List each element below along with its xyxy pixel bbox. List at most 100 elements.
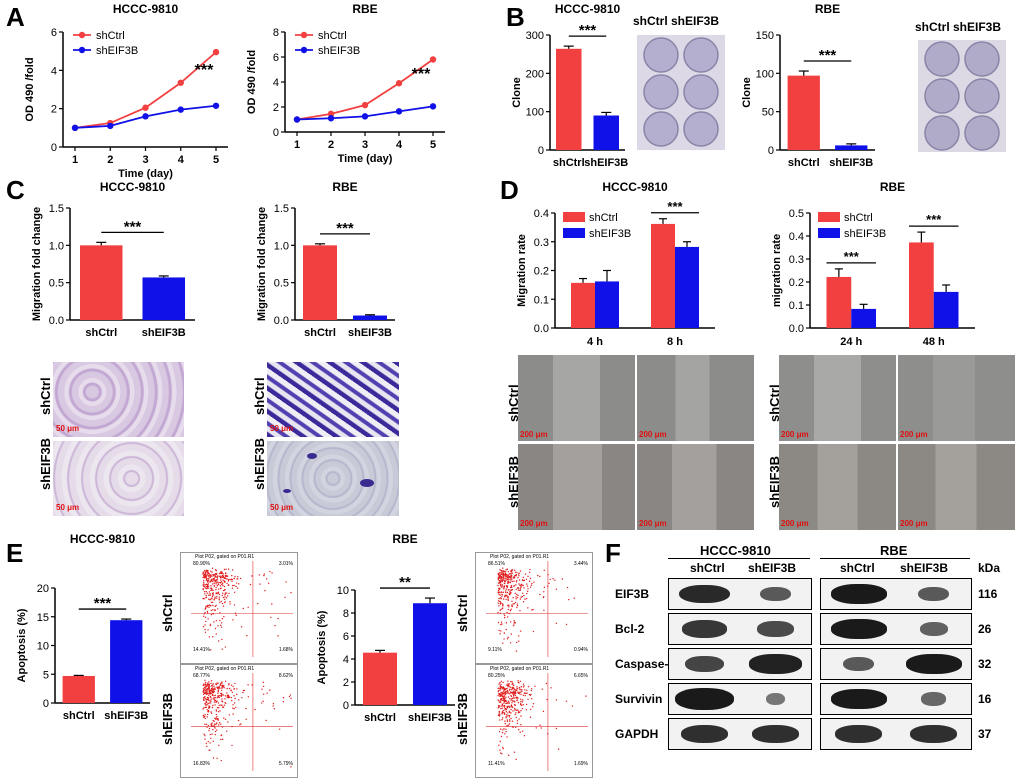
facs-event: [207, 686, 210, 688]
facs-event: [205, 594, 207, 597]
legend-label: shCtrl: [96, 30, 125, 42]
facs-event: [505, 595, 508, 597]
facs-event: [509, 578, 511, 581]
facs-event: [203, 573, 206, 576]
y-tick-label: 0.5: [789, 208, 804, 220]
facs-event: [213, 621, 215, 623]
facs-event: [514, 571, 517, 574]
facs-event: [501, 703, 504, 706]
y-tick-label: 4: [273, 77, 279, 89]
data-point-shCtrl: [177, 79, 184, 86]
significance-label: ***: [579, 22, 597, 39]
facs-event: [511, 569, 514, 571]
facs-event: [508, 577, 510, 579]
y-tick-label: 2: [51, 104, 57, 116]
facs-event: [516, 687, 519, 690]
facs-event: [289, 694, 292, 696]
facs-event: [271, 572, 273, 574]
facs-event: [516, 571, 518, 574]
facs-event: [237, 719, 240, 722]
facs-event: [502, 711, 504, 714]
scale-bar: 50 μm: [270, 503, 294, 512]
facs-event: [500, 621, 503, 623]
facs-event: [211, 687, 213, 690]
facs-event: [541, 688, 543, 690]
data-point-shEIF3B: [212, 102, 220, 109]
data-point-shCtrl: [142, 104, 149, 111]
x-tick-label: 2: [107, 154, 113, 166]
facs-event: [519, 589, 521, 592]
facs-event: [204, 723, 206, 725]
facs-event: [501, 705, 504, 707]
facs-event: [497, 592, 500, 594]
legend-marker: [78, 31, 86, 39]
wb-title-rbe: RBE: [880, 543, 908, 558]
facs-event: [503, 632, 506, 634]
facs-event: [508, 700, 510, 702]
facs-event: [218, 598, 220, 600]
y-tick-label: 0.0: [534, 323, 549, 335]
facs-event: [498, 683, 500, 685]
facs-event: [240, 626, 243, 628]
facs-event: [503, 696, 505, 698]
facs-event: [210, 680, 213, 682]
facs-event: [231, 744, 233, 747]
facs-event: [213, 697, 215, 699]
facs-event: [218, 704, 220, 707]
facs-event: [499, 701, 502, 703]
facs-event: [509, 691, 512, 693]
facs-event: [515, 573, 518, 576]
facs-event: [506, 638, 509, 640]
facs-event: [503, 613, 505, 615]
facs-event: [555, 622, 558, 625]
scale-bar: 200 μm: [781, 519, 809, 528]
facs-event: [240, 723, 242, 725]
facs-event: [497, 600, 500, 602]
facs-event: [242, 607, 244, 610]
facs-event: [208, 598, 210, 600]
facs-event: [510, 708, 512, 711]
facs-event: [507, 724, 510, 727]
facs-event: [266, 692, 268, 694]
facs-event: [205, 585, 208, 588]
facs-event: [524, 573, 527, 575]
facs-event: [220, 695, 223, 697]
facs-event: [513, 620, 515, 622]
facs-event: [214, 727, 216, 729]
facs-event: [207, 583, 210, 585]
facs-event: [554, 579, 556, 581]
wb-band: [918, 586, 949, 602]
facs-event: [522, 576, 524, 579]
facs-event: [499, 585, 502, 587]
facs-event: [225, 568, 227, 570]
facs-event: [508, 716, 511, 718]
facs-event: [216, 707, 219, 709]
facs-event: [518, 579, 521, 581]
facs-event: [524, 689, 526, 691]
facs-event: [508, 606, 510, 608]
facs-event: [208, 686, 211, 688]
facs-event: [504, 693, 507, 696]
facs-event: [247, 606, 249, 608]
facs-event: [226, 578, 228, 580]
facs-event: [247, 684, 249, 686]
facs-event: [514, 575, 516, 577]
facs-event: [504, 590, 507, 592]
facs-event: [207, 683, 209, 686]
facs-event: [499, 633, 501, 635]
transwell-rbe-shkd-cells: [283, 453, 374, 493]
facs-event: [511, 683, 513, 686]
y-tick-label: 0: [343, 700, 349, 712]
facs-event: [527, 698, 529, 701]
facs-event: [522, 579, 525, 582]
facs-event: [209, 749, 211, 752]
facs-event: [214, 580, 216, 582]
facs-event: [503, 728, 505, 730]
facs-event: [519, 598, 522, 600]
facs-event: [288, 695, 291, 698]
facs-event: [217, 689, 220, 692]
wound-rbe-shkd-24h: [898, 444, 1015, 530]
facs-event: [208, 575, 210, 577]
x-tick-label: 3: [362, 139, 368, 151]
facs-event: [214, 627, 217, 630]
